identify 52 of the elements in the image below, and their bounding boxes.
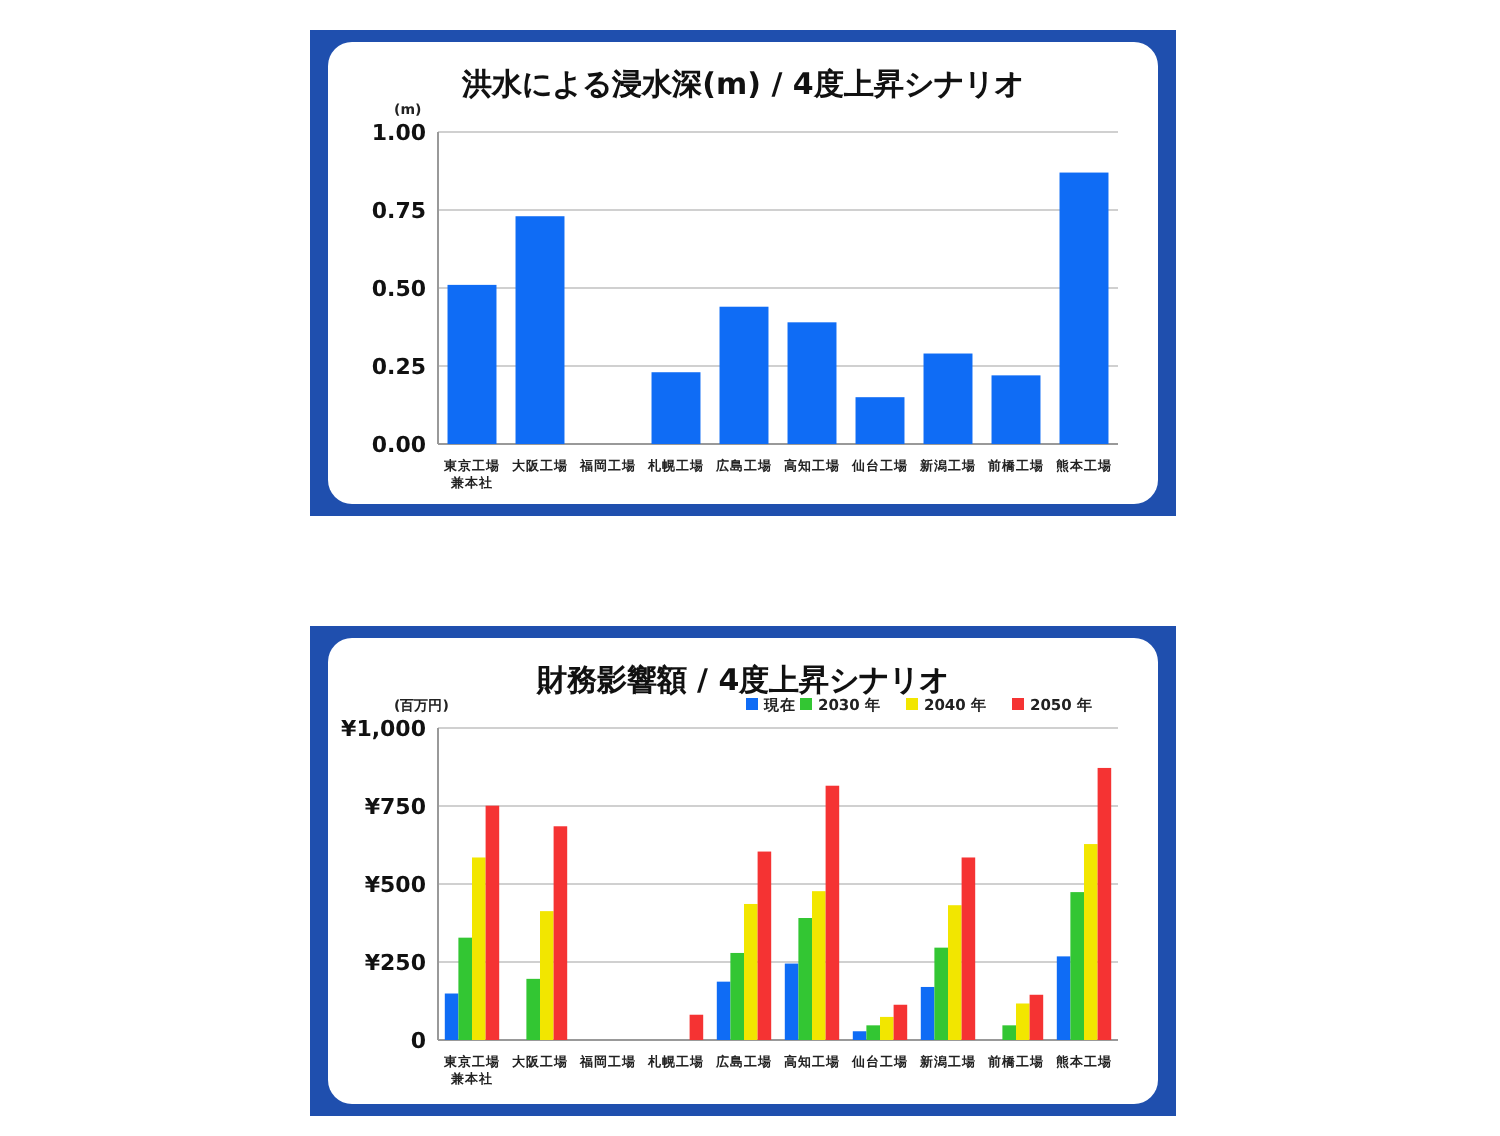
bar	[485, 805, 500, 1040]
bar	[472, 857, 486, 1040]
bar	[689, 1014, 704, 1040]
bar	[1016, 1003, 1030, 1040]
y-tick-label: 0	[410, 1028, 427, 1054]
bar	[651, 372, 701, 444]
bar	[730, 952, 744, 1040]
bar	[893, 1004, 908, 1040]
bar	[458, 937, 472, 1040]
bar	[934, 947, 948, 1040]
bar	[553, 826, 568, 1040]
y-tick-label: ¥1,000	[341, 716, 427, 742]
y-tick-label: 0.50	[371, 276, 427, 302]
bar	[1084, 844, 1098, 1040]
y-tick-label: 0.75	[371, 198, 426, 224]
y-tick-label: 0.00	[371, 432, 427, 458]
bar	[744, 903, 758, 1040]
bar	[526, 978, 540, 1040]
bar	[540, 911, 554, 1040]
bar	[880, 1016, 894, 1040]
y-tick-label: ¥750	[364, 794, 427, 820]
bar	[757, 851, 772, 1040]
bar	[812, 891, 826, 1040]
bar	[444, 993, 459, 1040]
bar	[1002, 1025, 1016, 1040]
y-tick-label: ¥500	[364, 872, 427, 898]
bar	[787, 322, 837, 444]
y-tick-label: 0.25	[371, 354, 426, 380]
y-tick-label: ¥250	[364, 950, 427, 976]
bar	[855, 397, 905, 444]
bar	[716, 981, 731, 1040]
bar	[961, 857, 976, 1040]
chart-title: 財務影響額 / 4度上昇シナリオ	[534, 662, 950, 698]
bar	[719, 306, 769, 444]
bar	[1070, 892, 1084, 1040]
bar	[866, 1025, 880, 1040]
bar	[948, 905, 962, 1040]
bar	[825, 785, 840, 1040]
bar	[515, 216, 565, 444]
bar	[798, 918, 812, 1040]
bar	[852, 1031, 867, 1040]
bar	[991, 375, 1041, 444]
y-tick-label: 1.00	[371, 120, 427, 146]
chart-title: 洪水による浸水深(m) / 4度上昇シナリオ	[460, 66, 1024, 102]
bar	[784, 963, 799, 1040]
bar	[447, 284, 497, 444]
bar	[1097, 767, 1112, 1040]
bar	[923, 353, 973, 444]
bar	[1029, 994, 1044, 1040]
bar	[1056, 956, 1071, 1040]
bar	[1059, 172, 1109, 444]
bar	[920, 986, 935, 1040]
